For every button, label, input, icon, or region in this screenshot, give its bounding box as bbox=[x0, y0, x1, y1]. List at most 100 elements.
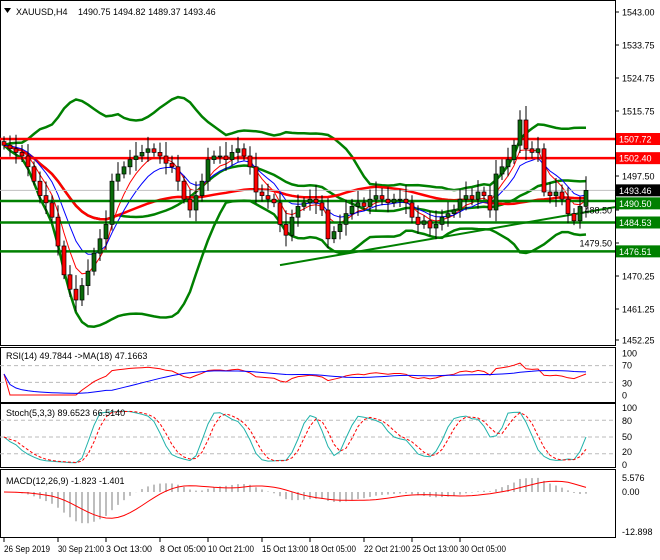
candle bbox=[109, 173, 115, 231]
candle bbox=[97, 229, 103, 261]
candle-body bbox=[211, 155, 217, 160]
time-axis-label: 15 Oct 13:00 bbox=[262, 544, 308, 554]
candle bbox=[409, 195, 415, 224]
candle-body bbox=[121, 166, 127, 175]
candle-body bbox=[559, 191, 565, 200]
stoch-axis-label: 20 bbox=[622, 447, 632, 457]
time-axis-label: 25 Oct 13:00 bbox=[412, 544, 458, 554]
macd-panel: MACD(12,26,9) -1.823 -1.401 5.576 0.00 -12.… bbox=[3, 473, 653, 537]
candle bbox=[289, 209, 295, 242]
candle bbox=[157, 142, 163, 164]
candle-body bbox=[169, 162, 175, 168]
support-price-tag-text: 1476.51 bbox=[619, 247, 652, 257]
support-price-tag bbox=[616, 245, 660, 258]
candle bbox=[535, 136, 541, 162]
candle-body bbox=[337, 224, 343, 232]
candle bbox=[331, 226, 337, 244]
stoch-title: Stoch(5,3,3) 89.6523 66.5140 bbox=[6, 408, 125, 418]
candle bbox=[583, 176, 589, 218]
candle bbox=[13, 134, 19, 164]
candle bbox=[367, 189, 373, 215]
candle-body bbox=[433, 224, 439, 229]
candle-body bbox=[541, 148, 547, 193]
candle-body bbox=[277, 202, 283, 225]
candle-body bbox=[265, 195, 271, 200]
candle bbox=[169, 155, 175, 173]
candle-body bbox=[79, 285, 85, 301]
candle-body bbox=[295, 206, 301, 218]
candle-body bbox=[301, 202, 307, 207]
candle bbox=[175, 154, 181, 191]
candle bbox=[271, 193, 277, 208]
candle bbox=[451, 204, 457, 218]
candle bbox=[547, 182, 553, 204]
price-axis-label: 1470.25 bbox=[622, 272, 655, 282]
candle bbox=[427, 211, 433, 236]
candle-body bbox=[517, 119, 523, 146]
price-axis-label: 1533.75 bbox=[622, 41, 655, 51]
resistance-price-tag bbox=[616, 152, 660, 165]
stoch-axis-label: 100 bbox=[622, 403, 637, 413]
candle bbox=[511, 139, 517, 164]
candle bbox=[37, 171, 43, 204]
time-axis-label: 10 Oct 21:00 bbox=[208, 544, 254, 554]
candle-body bbox=[97, 238, 103, 254]
candle bbox=[565, 187, 571, 224]
candle bbox=[73, 275, 79, 312]
time-axis-label: 22 Oct 21:00 bbox=[364, 544, 410, 554]
candle-body bbox=[103, 224, 109, 240]
candle bbox=[55, 205, 61, 256]
candle-body bbox=[343, 213, 349, 225]
candle bbox=[67, 265, 73, 297]
candle-body bbox=[565, 198, 571, 214]
candle bbox=[301, 197, 307, 211]
candle bbox=[487, 185, 493, 218]
candle bbox=[343, 199, 349, 236]
candle-body bbox=[187, 198, 193, 211]
candle-body bbox=[307, 198, 313, 204]
candle-body bbox=[553, 191, 559, 196]
candle bbox=[229, 144, 235, 166]
candle-body bbox=[229, 152, 235, 160]
candle bbox=[403, 185, 409, 215]
candle-body bbox=[445, 213, 451, 218]
candle-body bbox=[451, 209, 457, 214]
candle-body bbox=[73, 288, 79, 301]
candle bbox=[43, 181, 49, 215]
candle-body bbox=[91, 252, 97, 272]
candle-body bbox=[523, 119, 529, 150]
candle bbox=[103, 210, 109, 251]
candle-body bbox=[127, 159, 133, 168]
candle bbox=[283, 210, 289, 247]
candle bbox=[115, 162, 121, 191]
resistance-price-tag-text: 1502.40 bbox=[619, 154, 652, 164]
candle bbox=[253, 152, 259, 204]
candle bbox=[337, 214, 343, 240]
candle-body bbox=[199, 180, 205, 196]
candle-body bbox=[253, 166, 259, 193]
price-axis-label: 1479.50 bbox=[579, 239, 612, 249]
candle-body bbox=[355, 202, 361, 207]
support-price-tag bbox=[616, 197, 660, 210]
candle bbox=[61, 240, 67, 280]
candle-body bbox=[61, 245, 67, 276]
candle-body bbox=[397, 198, 403, 201]
bollinger-lower-band bbox=[3, 144, 587, 328]
stoch-axis-label: 80 bbox=[622, 416, 632, 426]
bollinger-middle-band bbox=[3, 144, 587, 221]
candle-body bbox=[487, 195, 493, 211]
macd-signal-line bbox=[3, 480, 587, 519]
candle-body bbox=[109, 180, 115, 225]
candle-body bbox=[19, 152, 25, 157]
candle-body bbox=[361, 202, 367, 207]
time-axis-label: 30 Oct 05:00 bbox=[460, 544, 506, 554]
rsi-axis-label: 100 bbox=[622, 349, 637, 359]
candle-body bbox=[409, 202, 415, 218]
candle bbox=[373, 181, 379, 211]
price-axis-label: 1452.25 bbox=[622, 336, 655, 346]
main-panel-frame bbox=[0, 0, 616, 346]
candle-body bbox=[85, 270, 91, 286]
candle bbox=[19, 144, 25, 163]
candle-body bbox=[349, 206, 355, 214]
